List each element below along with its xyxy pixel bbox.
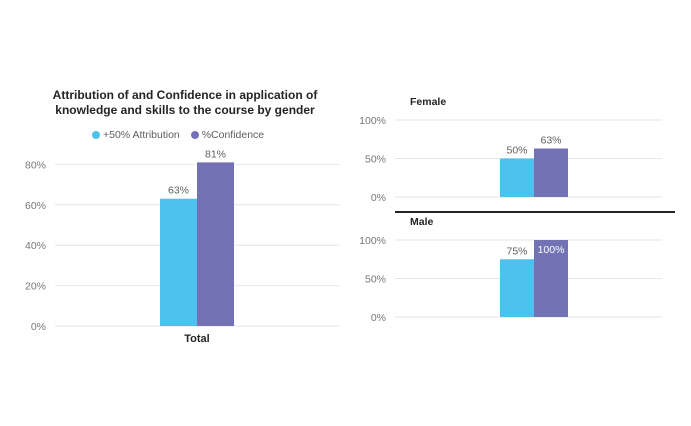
- bar-confidence: [197, 162, 234, 326]
- data-label: 100%: [538, 244, 565, 256]
- data-label: 50%: [506, 145, 527, 157]
- panel-divider: [395, 211, 675, 213]
- legend-item-attribution[interactable]: +50% Attribution: [92, 129, 183, 141]
- legend-label-attribution: +50% Attribution: [103, 129, 180, 141]
- data-label: 63%: [540, 134, 561, 146]
- y-tick-label: 80%: [25, 159, 46, 171]
- y-tick-label: 40%: [25, 240, 46, 252]
- y-tick-label: 0%: [31, 321, 46, 333]
- bar-attribution: [160, 198, 197, 326]
- male-panel-title: Male: [410, 216, 434, 228]
- female-panel-title: Female: [410, 96, 447, 108]
- y-tick-label: 20%: [25, 281, 46, 293]
- x-category-label: Total: [184, 333, 209, 345]
- data-label: 81%: [205, 148, 226, 160]
- y-tick-label: 100%: [359, 235, 386, 247]
- bar-attribution: [500, 259, 534, 317]
- y-tick-label: 50%: [365, 274, 386, 286]
- y-tick-label: 0%: [371, 312, 386, 324]
- attribution-swatch-icon: [92, 131, 100, 139]
- y-tick-label: 60%: [25, 200, 46, 212]
- y-tick-label: 50%: [365, 154, 386, 166]
- data-label: 63%: [168, 185, 189, 197]
- legend-item-confidence[interactable]: %Confidence: [190, 129, 265, 141]
- chart-title: Attribution of and Confidence in applica…: [52, 88, 318, 117]
- legend-label-confidence: %Confidence: [201, 129, 265, 141]
- bar-attribution: [500, 158, 534, 197]
- confidence-swatch-icon: [190, 131, 199, 139]
- y-tick-label: 0%: [371, 192, 386, 204]
- data-label: 75%: [506, 245, 527, 257]
- bar-confidence: [534, 148, 568, 197]
- bar-confidence: [534, 240, 568, 317]
- chart-legend: +50% Attribution %Confidence: [92, 129, 272, 141]
- y-tick-label: 100%: [359, 115, 386, 127]
